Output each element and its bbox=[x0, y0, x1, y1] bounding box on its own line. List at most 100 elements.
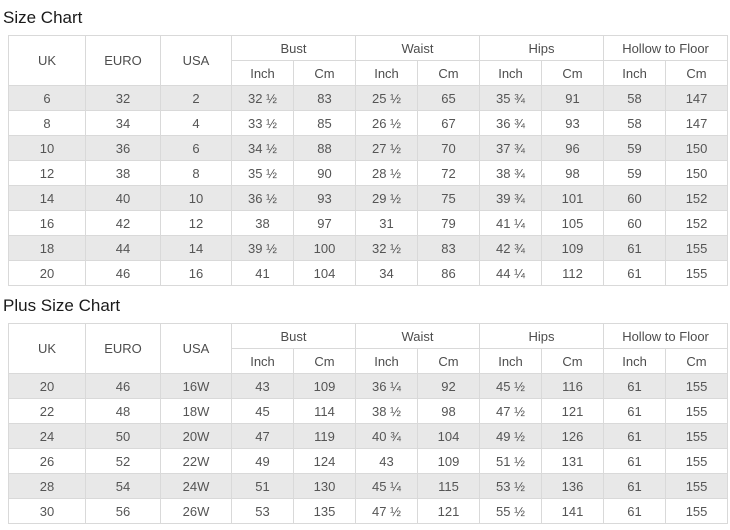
col-group-bust: Bust bbox=[230, 35, 357, 61]
subcol-hips-cm: Cm bbox=[541, 60, 605, 86]
table-cell: 14 bbox=[8, 185, 86, 211]
table-cell: 51 bbox=[231, 473, 294, 499]
table-row: 30 56 26W 53 135 47 ½ 121 55 ½ 141 61 155 bbox=[8, 498, 729, 524]
plus-size-chart-table: UK EURO USA Bust Waist Hips Hollow to Fl… bbox=[8, 323, 729, 524]
table-cell: 61 bbox=[603, 398, 667, 424]
col-group-hollow-to-floor: Hollow to Floor bbox=[603, 35, 729, 61]
subcol-hips-inch: Inch bbox=[479, 60, 543, 86]
subcol-hollow-cm: Cm bbox=[665, 348, 729, 374]
table-cell: 50 bbox=[85, 423, 161, 449]
table-cell: 155 bbox=[665, 473, 729, 499]
subcol-hips-cm: Cm bbox=[541, 348, 605, 374]
table-cell: 58 bbox=[603, 110, 667, 136]
table-cell: 60 bbox=[603, 185, 667, 211]
table-cell: 114 bbox=[292, 398, 357, 424]
table-cell: 41 ¼ bbox=[479, 210, 543, 236]
table-cell: 38 bbox=[231, 210, 294, 236]
table-cell: 98 bbox=[417, 398, 481, 424]
table-cell: 112 bbox=[541, 260, 605, 286]
table-row: 14 40 10 36 ½ 93 29 ½ 75 39 ¾ 101 60 152 bbox=[8, 185, 729, 211]
col-header-usa: USA bbox=[160, 323, 232, 374]
table-cell: 116 bbox=[541, 373, 605, 399]
table-cell: 53 ½ bbox=[479, 473, 543, 499]
plus-size-chart-section: Plus Size Chart UK EURO USA Bust Waist H… bbox=[3, 296, 730, 524]
table-cell: 152 bbox=[665, 210, 729, 236]
table-cell: 155 bbox=[665, 373, 729, 399]
plus-size-chart-title: Plus Size Chart bbox=[3, 296, 121, 315]
table-cell: 32 ½ bbox=[355, 235, 419, 261]
table-cell: 25 ½ bbox=[355, 85, 419, 111]
table-cell: 26 bbox=[8, 448, 86, 474]
table-cell: 40 bbox=[85, 185, 161, 211]
table-cell: 14 bbox=[160, 235, 232, 261]
table-cell: 61 bbox=[603, 498, 667, 524]
table-row: 28 54 24W 51 130 45 ¼ 115 53 ½ 136 61 155 bbox=[8, 473, 729, 499]
table-cell: 41 bbox=[231, 260, 294, 286]
subcol-hollow-inch: Inch bbox=[603, 348, 667, 374]
size-chart-table: UK EURO USA Bust Waist Hips Hollow to Fl… bbox=[8, 35, 729, 286]
table-cell: 47 ½ bbox=[479, 398, 543, 424]
table-cell: 86 bbox=[417, 260, 481, 286]
table-cell: 100 bbox=[292, 235, 357, 261]
subcol-bust-inch: Inch bbox=[231, 60, 294, 86]
table-cell: 34 bbox=[85, 110, 161, 136]
table-cell: 83 bbox=[292, 85, 357, 111]
table-cell: 18W bbox=[160, 398, 232, 424]
table-cell: 12 bbox=[8, 160, 86, 186]
size-chart-header: UK EURO USA Bust Waist Hips Hollow to Fl… bbox=[8, 35, 729, 86]
table-cell: 83 bbox=[417, 235, 481, 261]
table-cell: 6 bbox=[8, 85, 86, 111]
table-row: 20 46 16 41 104 34 86 44 ¼ 112 61 155 bbox=[8, 260, 729, 286]
table-row: 26 52 22W 49 124 43 109 51 ½ 131 61 155 bbox=[8, 448, 729, 474]
table-cell: 16 bbox=[8, 210, 86, 236]
table-cell: 97 bbox=[292, 210, 357, 236]
table-cell: 61 bbox=[603, 473, 667, 499]
table-cell: 48 bbox=[85, 398, 161, 424]
table-cell: 79 bbox=[417, 210, 481, 236]
table-cell: 54 bbox=[85, 473, 161, 499]
size-chart-title: Size Chart bbox=[3, 8, 83, 27]
table-cell: 46 bbox=[85, 260, 161, 286]
subcol-waist-cm: Cm bbox=[417, 60, 481, 86]
col-group-hollow-to-floor: Hollow to Floor bbox=[603, 323, 729, 349]
table-cell: 34 ½ bbox=[231, 135, 294, 161]
table-cell: 16W bbox=[160, 373, 232, 399]
table-row: 22 48 18W 45 114 38 ½ 98 47 ½ 121 61 155 bbox=[8, 398, 729, 424]
table-cell: 60 bbox=[603, 210, 667, 236]
table-cell: 93 bbox=[292, 185, 357, 211]
subcol-hollow-inch: Inch bbox=[603, 60, 667, 86]
table-cell: 44 bbox=[85, 235, 161, 261]
table-cell: 24 bbox=[8, 423, 86, 449]
table-cell: 70 bbox=[417, 135, 481, 161]
table-cell: 34 bbox=[355, 260, 419, 286]
table-cell: 61 bbox=[603, 373, 667, 399]
table-cell: 36 ½ bbox=[231, 185, 294, 211]
table-cell: 33 ½ bbox=[231, 110, 294, 136]
table-cell: 67 bbox=[417, 110, 481, 136]
table-cell: 8 bbox=[160, 160, 232, 186]
table-cell: 45 ½ bbox=[479, 373, 543, 399]
table-cell: 26W bbox=[160, 498, 232, 524]
table-cell: 35 ¾ bbox=[479, 85, 543, 111]
subcol-hips-inch: Inch bbox=[479, 348, 543, 374]
table-cell: 155 bbox=[665, 260, 729, 286]
table-cell: 59 bbox=[603, 135, 667, 161]
size-chart-body: 6 32 2 32 ½ 83 25 ½ 65 35 ¾ 91 58 147 8 34 4 33 ½ 85 26 … bbox=[8, 85, 729, 286]
table-cell: 75 bbox=[417, 185, 481, 211]
table-cell: 141 bbox=[541, 498, 605, 524]
table-cell: 150 bbox=[665, 135, 729, 161]
table-cell: 65 bbox=[417, 85, 481, 111]
table-cell: 20W bbox=[160, 423, 232, 449]
table-cell: 36 bbox=[85, 135, 161, 161]
table-cell: 10 bbox=[8, 135, 86, 161]
table-cell: 130 bbox=[292, 473, 357, 499]
table-cell: 52 bbox=[85, 448, 161, 474]
table-cell: 10 bbox=[160, 185, 232, 211]
table-cell: 46 bbox=[85, 373, 161, 399]
table-cell: 126 bbox=[541, 423, 605, 449]
col-group-bust: Bust bbox=[230, 323, 357, 349]
table-cell: 88 bbox=[292, 135, 357, 161]
table-cell: 101 bbox=[541, 185, 605, 211]
subcol-waist-cm: Cm bbox=[417, 348, 481, 374]
